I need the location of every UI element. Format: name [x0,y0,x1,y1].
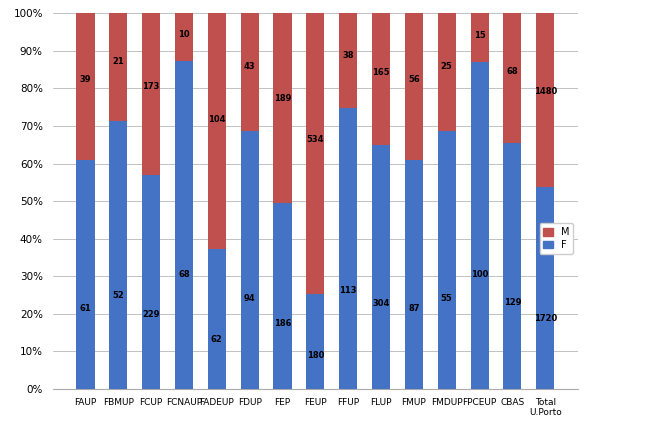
Text: 1480: 1480 [533,87,557,96]
Text: 39: 39 [79,75,91,84]
Bar [339,108,357,389]
Bar [76,13,95,160]
Bar [536,13,555,187]
Text: 38: 38 [342,51,354,60]
Bar [405,13,423,160]
Bar [208,13,226,249]
Bar [372,13,390,145]
Bar [438,13,456,131]
Bar [438,131,456,389]
Bar [405,160,423,389]
Bar [208,249,226,389]
Text: 186: 186 [274,319,291,328]
Text: 61: 61 [79,304,91,313]
Bar [339,13,357,108]
Bar [536,187,555,389]
Text: 1720: 1720 [533,314,557,323]
Text: 55: 55 [441,294,453,303]
Legend: M, F: M, F [539,223,574,254]
Text: 129: 129 [504,298,521,307]
Text: 10: 10 [178,30,190,39]
Text: 304: 304 [373,299,390,308]
Text: 21: 21 [112,57,124,66]
Bar [306,294,325,389]
Bar [109,13,127,122]
Bar [470,62,489,389]
Text: 62: 62 [211,335,223,344]
Text: 43: 43 [244,62,256,71]
Bar [470,13,489,62]
Bar [240,131,259,389]
Text: 56: 56 [408,75,420,84]
Text: 229: 229 [143,309,160,319]
Bar [273,202,292,389]
Text: 180: 180 [307,351,324,360]
Text: 52: 52 [112,291,124,300]
Text: 68: 68 [178,270,190,279]
Text: 100: 100 [471,270,488,279]
Text: 113: 113 [340,286,357,295]
Text: 189: 189 [274,94,291,103]
Text: 534: 534 [307,135,324,144]
Bar [240,13,259,131]
Text: 68: 68 [507,67,518,76]
Bar [503,143,522,389]
Bar [273,13,292,202]
Text: 15: 15 [474,31,486,40]
Bar [142,175,160,389]
Bar [372,145,390,389]
Text: 87: 87 [408,305,420,313]
Text: 173: 173 [143,81,160,91]
Bar [142,13,160,175]
Text: 25: 25 [441,61,453,71]
Text: 94: 94 [244,294,256,303]
Text: 104: 104 [208,114,225,124]
Bar [76,160,95,389]
Bar [109,122,127,389]
Bar [175,61,193,389]
Bar [503,13,522,143]
Bar [175,13,193,61]
Text: 165: 165 [373,68,390,77]
Bar [306,13,325,294]
